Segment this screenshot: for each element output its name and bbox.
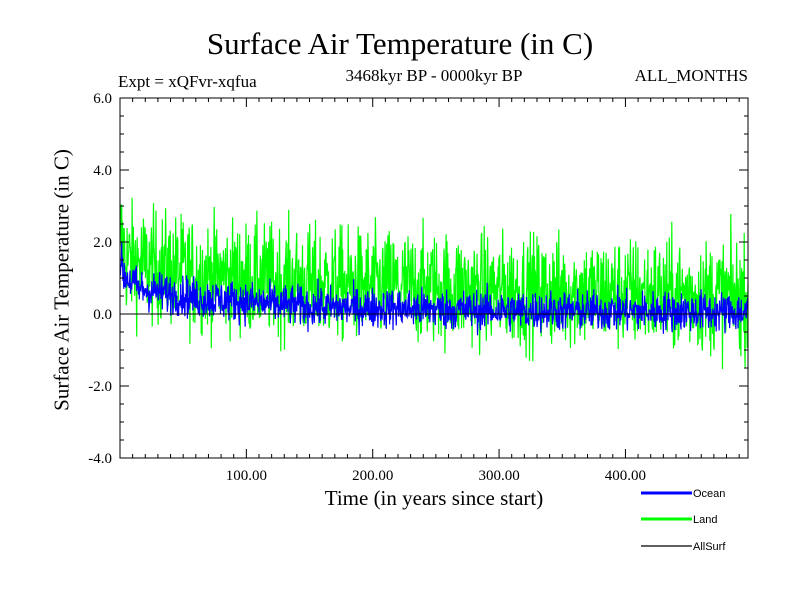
legend-item-land: Land	[641, 514, 717, 526]
legend-item-allsurf: AllSurf	[641, 541, 726, 553]
period-label: 3468kyr BP - 0000kyr BP	[345, 66, 523, 85]
x-tick-label: 100.00	[226, 468, 267, 484]
axes-layer: 100.00 200.00 300.00 400.00 -4.0 -2.0 0.0 2.0 4.…	[88, 91, 749, 484]
x-tick-label: 300.00	[478, 468, 519, 484]
months-label: ALL_MONTHS	[634, 66, 748, 85]
legend-label-land: Land	[693, 514, 717, 526]
y-tick-label: 6.0	[93, 91, 112, 107]
y-tick-label: -4.0	[88, 451, 112, 467]
experiment-label: Expt = xQFvr-xqfua	[118, 72, 257, 91]
y-tick-label: -2.0	[88, 379, 112, 395]
y-tick-label: 2.0	[93, 235, 112, 251]
x-axis-label: Time (in years since start)	[324, 486, 544, 510]
x-tick-label: 400.00	[605, 468, 646, 484]
series-layer	[119, 197, 749, 370]
y-tick-label: 0.0	[93, 307, 112, 323]
x-tick-label: 200.00	[352, 468, 393, 484]
legend-label-allsurf: AllSurf	[693, 541, 726, 553]
series-land-line	[119, 197, 749, 370]
legend-item-ocean: Ocean	[641, 488, 725, 500]
legend-layer: Ocean Land AllSurf	[641, 488, 726, 553]
series-ocean-line	[119, 241, 749, 336]
y-tick-label: 4.0	[93, 163, 112, 179]
legend-label-ocean: Ocean	[693, 488, 725, 500]
chart-title: Surface Air Temperature (in C)	[206, 26, 594, 61]
